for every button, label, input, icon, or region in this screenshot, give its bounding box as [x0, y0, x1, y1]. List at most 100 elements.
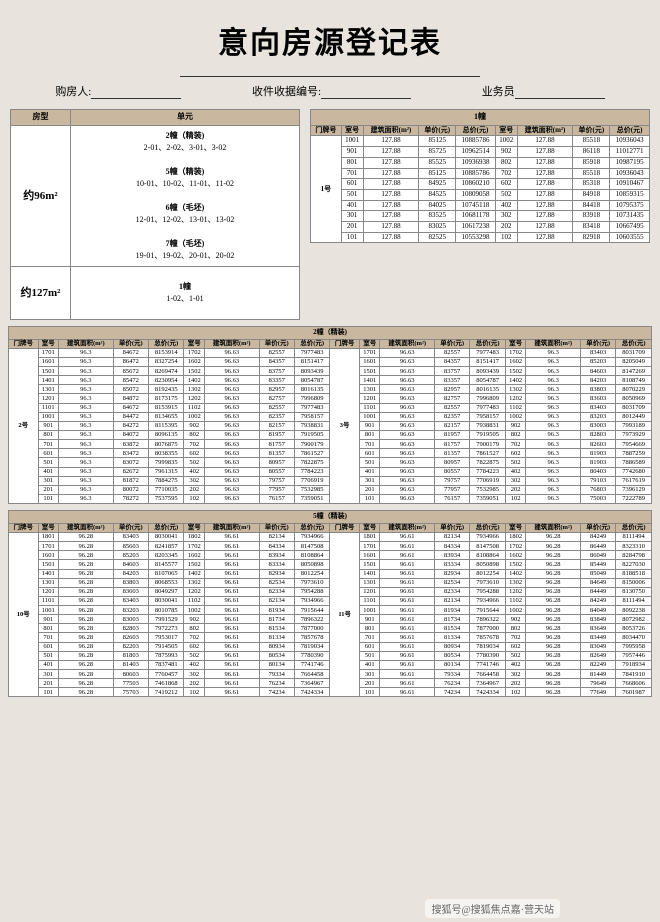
cell: 84472: [113, 412, 148, 421]
cell: 96.28: [526, 660, 580, 669]
cell: 77503: [113, 679, 148, 688]
cell: 401: [38, 467, 59, 476]
cell: 10936043: [610, 168, 650, 179]
col-header: 总价(元): [470, 339, 505, 348]
cell: 401: [341, 200, 363, 211]
cell: 7977483: [470, 348, 505, 357]
col-header: 建筑面积(m²): [526, 339, 580, 348]
cell: 83357: [434, 376, 469, 385]
cell: 96.28: [526, 651, 580, 660]
cell: 96.28: [526, 615, 580, 624]
units-127: 1幢1-02、1-01: [71, 266, 300, 319]
cell: 7419212: [149, 688, 184, 697]
cell: 96.3: [59, 412, 113, 421]
cell: 201: [38, 485, 59, 494]
cell: 83203: [580, 412, 615, 421]
cell: 1402: [184, 569, 205, 578]
cell: 7780390: [294, 651, 329, 660]
cell: 7364967: [294, 679, 329, 688]
cell: 96.3: [526, 376, 580, 385]
buyer-label: 购房人:: [55, 83, 91, 99]
cell: 301: [341, 211, 363, 222]
cell: 302: [184, 670, 205, 679]
cell: 96.28: [59, 633, 113, 642]
cell: 1701: [359, 348, 380, 357]
cell: 96.28: [526, 596, 580, 605]
col-header: 室号: [38, 523, 59, 532]
cell: 85518: [573, 136, 610, 147]
cell: 1802: [505, 532, 526, 541]
cell: 8147508: [470, 542, 505, 551]
cell: 8323310: [616, 542, 652, 551]
cell: 501: [359, 458, 380, 467]
receipt-label: 收件收据编号:: [252, 83, 321, 99]
cell: 8147269: [616, 367, 652, 376]
cell: 7954288: [470, 587, 505, 596]
cell: 96.63: [380, 357, 434, 366]
cell: 8269474: [149, 367, 184, 376]
cell: 82918: [573, 232, 610, 243]
cell: 80134: [434, 660, 469, 669]
cell: 1202: [505, 394, 526, 403]
cell: 75003: [580, 494, 615, 503]
cell: 1102: [184, 403, 205, 412]
cell: 7958157: [294, 412, 329, 421]
cell: 7617619: [616, 476, 652, 485]
cell: 96.63: [205, 385, 259, 394]
cell: 84272: [113, 421, 148, 430]
cell: 83203: [113, 606, 148, 615]
col-header: 门牌号: [330, 523, 360, 532]
cell: 85449: [580, 560, 615, 569]
cell: 96.61: [380, 670, 434, 679]
cell: 96.28: [59, 670, 113, 679]
cell: 201: [359, 485, 380, 494]
cell: 96.63: [205, 476, 259, 485]
cell: 96.63: [380, 403, 434, 412]
cell: 1601: [359, 357, 380, 366]
cell: 85518: [573, 168, 610, 179]
cell: 96.61: [380, 688, 434, 697]
cell: 7784223: [470, 467, 505, 476]
cell: 81957: [259, 430, 294, 439]
cell: 81534: [259, 624, 294, 633]
cell: 96.63: [380, 485, 434, 494]
cell: 96.61: [380, 633, 434, 642]
cell: 7938831: [294, 421, 329, 430]
cell: 1401: [359, 376, 380, 385]
col-header: 门牌号: [330, 339, 360, 348]
col-header: 建筑面积(m²): [59, 339, 113, 348]
cell: 7857678: [294, 633, 329, 642]
cell: 401: [359, 467, 380, 476]
cell: 1702: [505, 542, 526, 551]
cell: 7861527: [470, 449, 505, 458]
cell: 1201: [38, 587, 59, 596]
cell: 401: [359, 660, 380, 669]
cell: 7884275: [149, 476, 184, 485]
cell: 1001: [38, 412, 59, 421]
cell: 1302: [184, 385, 205, 394]
cell: 96.61: [205, 542, 259, 551]
col-header: 建筑面积(m²): [205, 339, 259, 348]
cell: 83049: [580, 642, 615, 651]
cell: 7995958: [616, 642, 652, 651]
cell: 80603: [113, 670, 148, 679]
cell: 84334: [434, 542, 469, 551]
cell: 1501: [38, 560, 59, 569]
cell: 96.28: [59, 651, 113, 660]
cell: 82134: [259, 596, 294, 605]
cell: 1001: [359, 606, 380, 615]
cell: 7668606: [616, 679, 652, 688]
units-96: 2幢（精装)2-01、2-02、3-01、3-025幢（精装)10-01、10-…: [71, 125, 300, 266]
cell: 85049: [580, 569, 615, 578]
cell: 80403: [580, 467, 615, 476]
cell: 8111494: [616, 532, 652, 541]
cell: 96.28: [59, 606, 113, 615]
cell: 1602: [505, 357, 526, 366]
b2-title: 2幢（精装): [9, 326, 652, 339]
cell: 82557: [259, 348, 294, 357]
cell: 96.63: [380, 430, 434, 439]
cell: 96.63: [380, 367, 434, 376]
col-header: 单价(元): [580, 523, 615, 532]
cell: 702: [505, 633, 526, 642]
cell: 96.61: [205, 578, 259, 587]
